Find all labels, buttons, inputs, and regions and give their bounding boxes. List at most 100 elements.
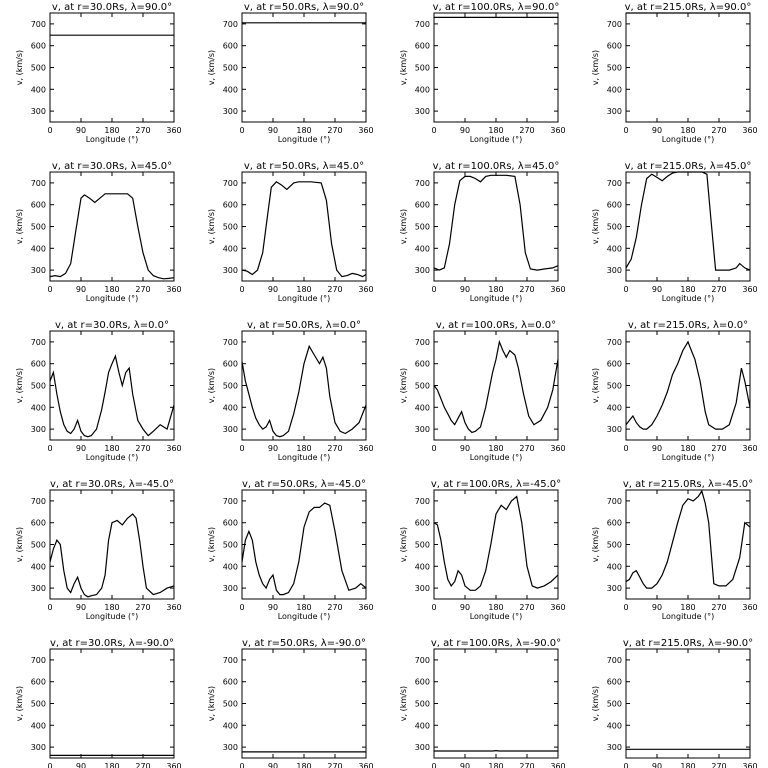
x-tick-label: 0 [47,762,52,768]
y-tick-label: 300 [223,584,238,593]
plot-frame [433,171,559,282]
y-tick-label: 700 [415,179,430,188]
x-tick-label: 90 [268,762,278,768]
y-tick-label: 600 [223,201,238,210]
y-tick-label: 300 [223,266,238,275]
x-tick-label: 180 [296,444,311,453]
series-line [433,495,559,591]
x-axis-label: Longitude (°) [278,294,331,303]
x-tick-label: 360 [550,444,565,453]
panel-title: v, at r=100.0Rs, λ=45.0° [433,161,560,172]
x-tick-label: 270 [327,603,342,612]
x-tick-label: 180 [296,603,311,612]
y-tick-label: 400 [607,562,622,571]
x-tick-label: 360 [550,603,565,612]
plot-frame [625,648,751,759]
y-tick-label: 700 [607,179,622,188]
y-axis-label: v, (km/s) [399,368,408,403]
y-axis-label: v, (km/s) [399,209,408,244]
x-tick-label: 270 [135,126,150,135]
x-tick-label: 270 [519,603,534,612]
y-tick-label: 600 [415,42,430,51]
plot-frame [625,489,751,600]
x-tick-label: 0 [239,603,244,612]
panel-title: v, at r=215.0Rs, λ=-45.0° [623,479,753,490]
plot-frame [433,489,559,600]
series-line [625,489,751,589]
y-tick-label: 500 [607,700,622,709]
plot-frame [433,330,559,441]
x-tick-label: 270 [327,126,342,135]
x-axis-label: Longitude (°) [86,612,139,621]
y-axis-label: v, (km/s) [207,527,216,562]
plot-frame [241,12,367,123]
panel-title: v, at r=30.0Rs, λ=-90.0° [50,638,174,649]
x-tick-label: 360 [550,762,565,768]
plot-frame [241,489,367,600]
y-tick-label: 400 [31,244,46,253]
x-tick-label: 360 [358,444,373,453]
x-tick-label: 0 [623,285,628,294]
x-tick-label: 90 [76,285,86,294]
x-tick-label: 180 [680,762,695,768]
y-tick-label: 600 [415,360,430,369]
x-tick-label: 180 [680,126,695,135]
y-tick-label: 600 [607,42,622,51]
y-tick-label: 600 [223,519,238,528]
y-axis-label: v, (km/s) [207,368,216,403]
x-tick-label: 180 [680,603,695,612]
series-line [241,181,367,278]
y-tick-label: 500 [415,223,430,232]
y-tick-label: 700 [415,656,430,665]
y-tick-label: 400 [415,85,430,94]
x-axis-label: Longitude (°) [470,294,523,303]
plot-frame [49,648,175,759]
x-tick-label: 180 [488,603,503,612]
y-tick-label: 300 [415,584,430,593]
y-tick-label: 700 [607,497,622,506]
y-tick-label: 500 [607,541,622,550]
y-tick-label: 400 [607,721,622,730]
x-tick-label: 360 [742,126,757,135]
x-tick-label: 180 [680,285,695,294]
y-tick-label: 400 [415,721,430,730]
x-tick-label: 270 [135,603,150,612]
y-axis-label: v, (km/s) [15,368,24,403]
plot-frame [241,171,367,282]
y-axis-label: v, (km/s) [591,368,600,403]
y-tick-label: 300 [607,425,622,434]
x-tick-label: 0 [623,444,628,453]
x-axis-label: Longitude (°) [278,135,331,144]
panel-title: v, at r=100.0Rs, λ=-90.0° [431,638,561,649]
y-tick-label: 500 [223,64,238,73]
y-tick-label: 700 [223,656,238,665]
series-line [49,193,175,280]
x-axis-label: Longitude (°) [470,453,523,462]
y-tick-label: 500 [415,64,430,73]
panel-title: v, at r=215.0Rs, λ=90.0° [625,2,752,13]
y-tick-label: 700 [31,338,46,347]
y-tick-label: 500 [31,64,46,73]
x-tick-label: 180 [488,762,503,768]
y-tick-label: 700 [223,338,238,347]
y-tick-label: 400 [223,85,238,94]
x-axis-label: Longitude (°) [662,453,715,462]
y-tick-label: 300 [607,584,622,593]
y-tick-label: 300 [31,266,46,275]
x-tick-label: 270 [327,762,342,768]
y-tick-label: 400 [31,562,46,571]
x-tick-label: 0 [239,285,244,294]
y-axis-label: v, (km/s) [399,527,408,562]
y-axis-label: v, (km/s) [591,50,600,85]
panel-title: v, at r=215.0Rs, λ=45.0° [625,161,752,172]
x-tick-label: 270 [135,444,150,453]
x-tick-label: 0 [47,285,52,294]
y-tick-label: 600 [607,201,622,210]
y-tick-label: 700 [607,656,622,665]
y-axis-label: v, (km/s) [15,209,24,244]
x-tick-label: 180 [488,285,503,294]
y-tick-label: 700 [31,20,46,29]
y-tick-label: 600 [607,678,622,687]
y-tick-label: 300 [607,266,622,275]
y-tick-label: 700 [415,497,430,506]
